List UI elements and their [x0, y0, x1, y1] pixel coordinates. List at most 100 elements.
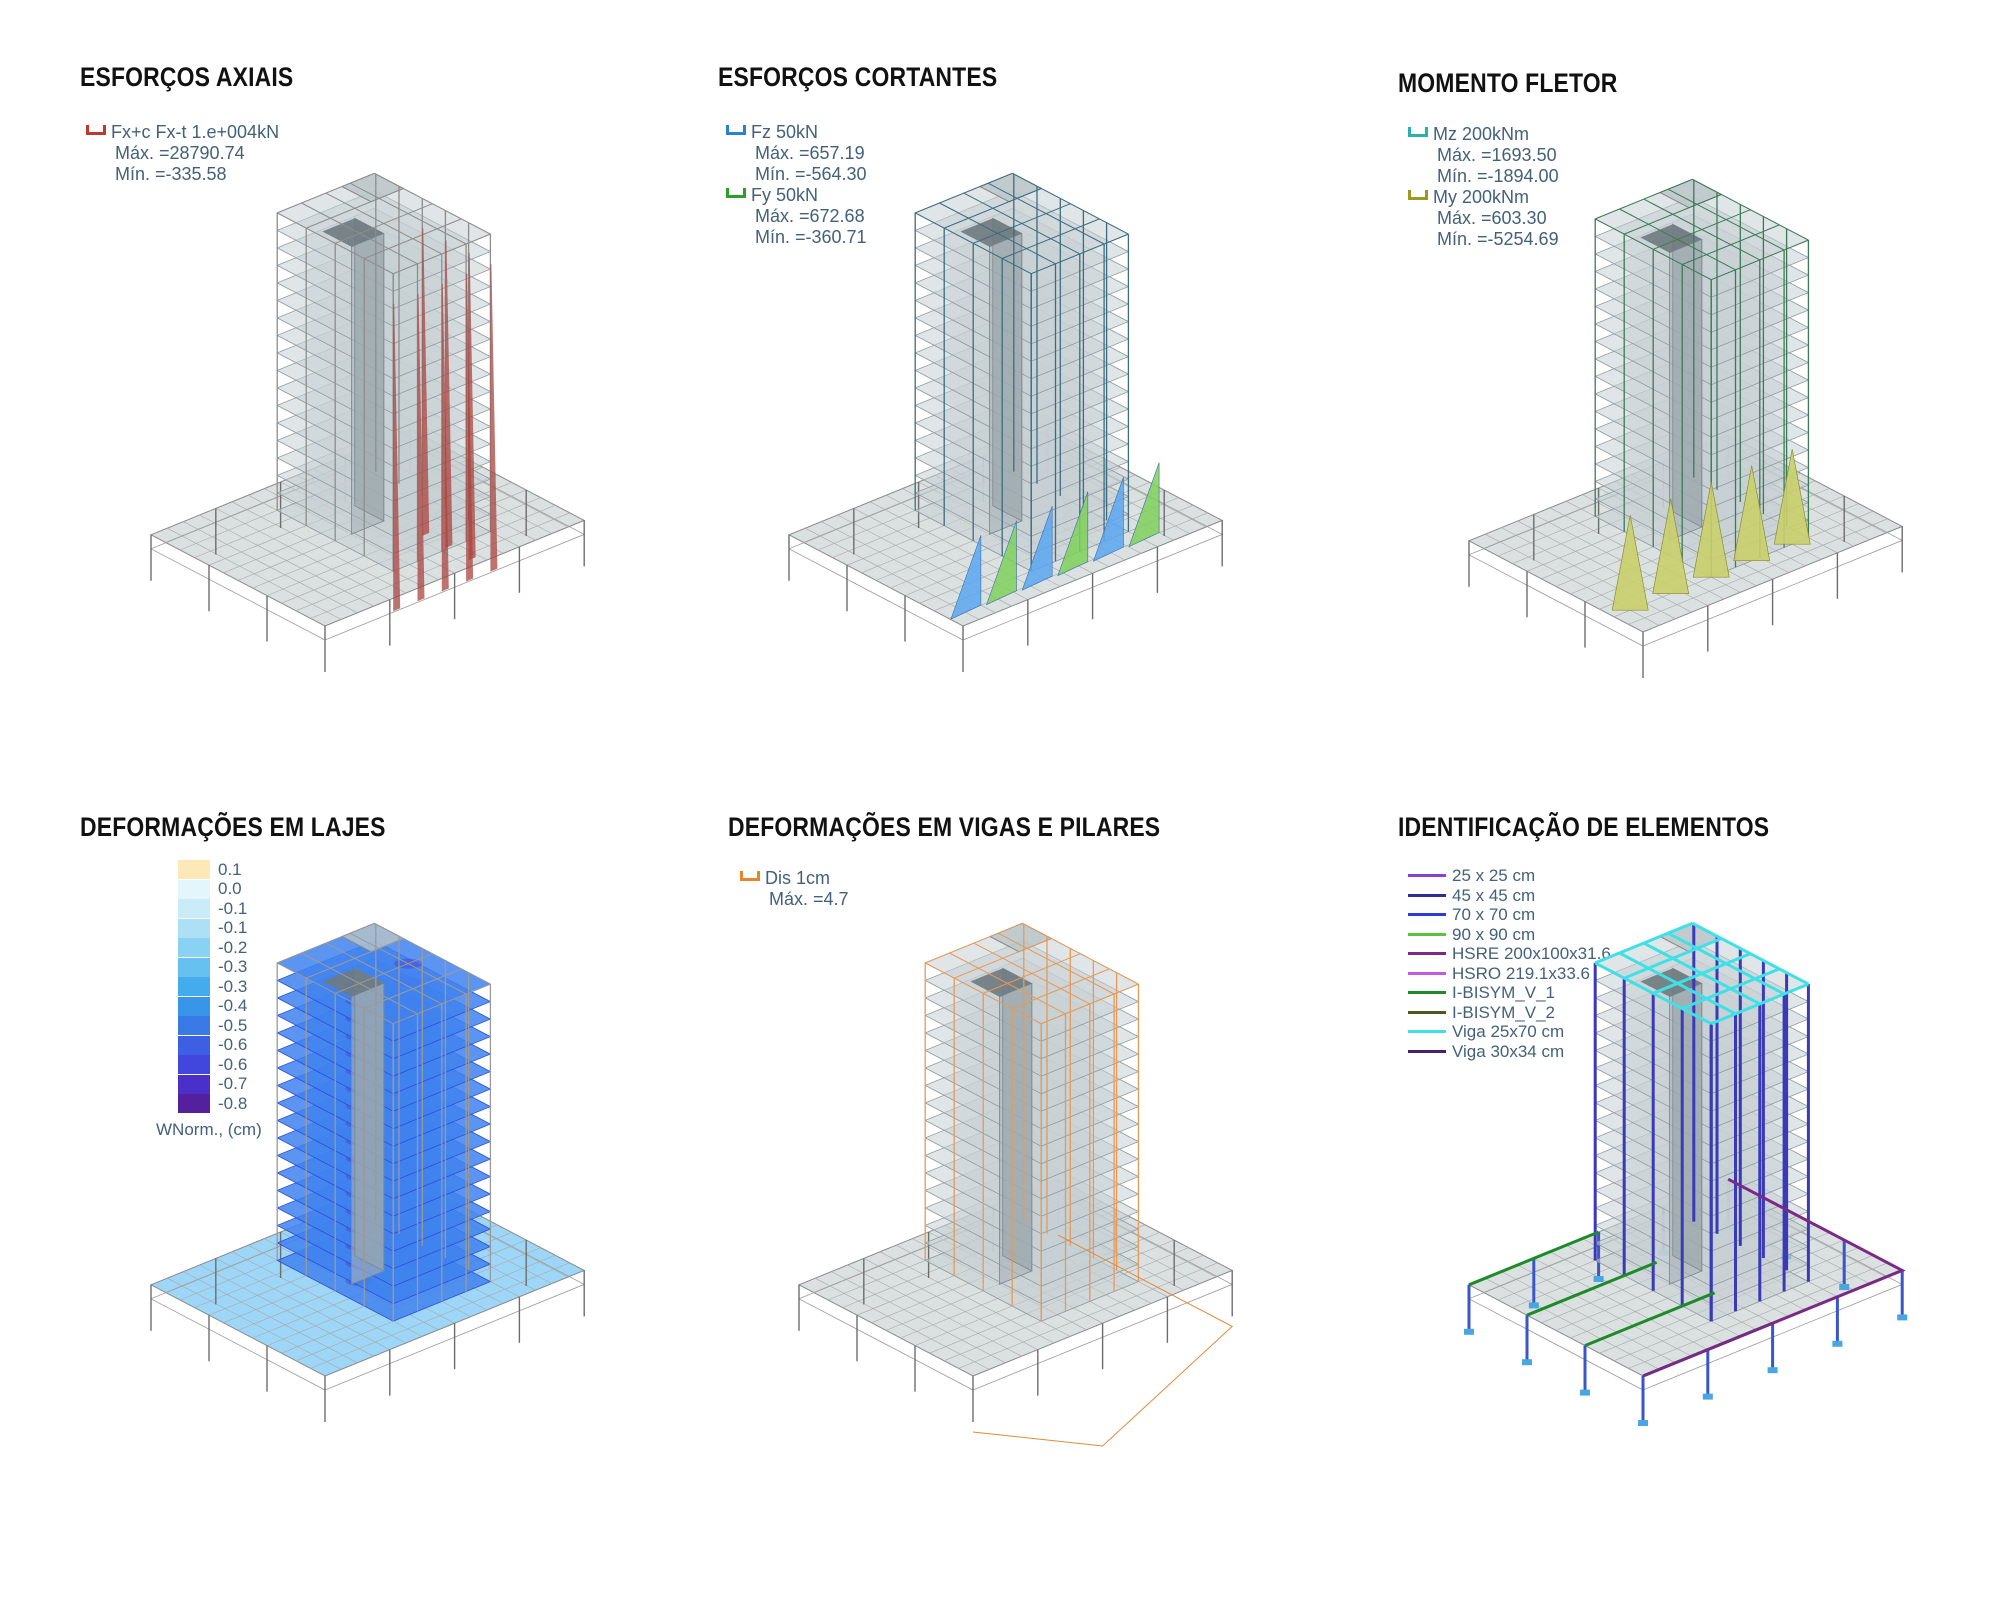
building-model-moment: [1467, 178, 1904, 678]
scale-row: 0.0: [178, 879, 262, 900]
core-wall: [354, 217, 385, 522]
column-footing: [1580, 1389, 1590, 1396]
panel-title: DEFORMAÇÕES EM VIGAS E PILARES: [728, 812, 1161, 842]
roof-beam: [1594, 921, 1693, 965]
scale-swatch: [178, 899, 210, 919]
moment-diagram: [1692, 482, 1730, 578]
scale-value: -0.5: [218, 1015, 248, 1035]
podium-beam: [1526, 1261, 1658, 1317]
scale-row: -0.1: [178, 899, 262, 919]
legend-series: Dis 1cm: [740, 868, 849, 889]
scale-row: -0.1: [178, 918, 262, 939]
scale-row: 0.1: [178, 860, 262, 880]
scale-value: -0.6: [218, 1054, 248, 1074]
legend-label: Dis 1cm: [765, 868, 831, 888]
core-wall: [354, 967, 385, 1272]
element-line-swatch: [1408, 913, 1446, 917]
legend-max: Máx. =657.19: [755, 143, 865, 163]
core-wall: [1672, 223, 1703, 528]
legend-series: Mz 200kNm: [1408, 124, 1559, 145]
scale-swatch: [178, 957, 210, 977]
scale-swatch: [178, 1055, 210, 1075]
scale-row: -0.2: [178, 938, 262, 958]
core-top: [970, 968, 1032, 997]
element-legend: 25 x 25 cm 45 x 45 cm 70 x 70 cm 90 x 90 cm…: [1408, 866, 1611, 1061]
roof-beam: [1682, 224, 1780, 265]
element-legend-item: 25 x 25 cm: [1408, 866, 1611, 886]
series-swatch-icon: [86, 125, 106, 135]
column-footing: [1832, 1340, 1843, 1347]
roof-beam: [925, 922, 1023, 964]
scale-value: -0.3: [218, 957, 248, 977]
element-label: Viga 30x34 cm: [1452, 1041, 1565, 1061]
legend: Mz 200kNm Máx. =1693.50 Mín. =-1894.00 M…: [1408, 124, 1559, 250]
podium-edge-beam: [1642, 1177, 1906, 1378]
moment-diagram: [1773, 449, 1811, 545]
building-model-elements: [1464, 921, 1908, 1426]
scale-value: 0.1: [218, 859, 242, 879]
element-legend-item: HSRE 200x100x31.6: [1408, 944, 1611, 964]
roof-beam: [1012, 968, 1110, 1009]
roof-beam: [1595, 178, 1693, 220]
series-swatch-icon: [726, 125, 746, 135]
column-footing: [1767, 1367, 1778, 1374]
roof-beam: [277, 172, 375, 214]
panel-moment: MOMENTO FLETOR Mz 200kNm Máx. =1693.50 M…: [1398, 68, 2000, 828]
roof-beam: [1594, 218, 1712, 281]
scale-value: -0.1: [218, 918, 248, 938]
legend-min: Mín. =-1894.00: [1437, 166, 1559, 186]
shear-diagram: [1128, 462, 1160, 548]
roof-beam: [1711, 239, 1809, 281]
legend: Fz 50kN Máx. =657.19 Mín. =-564.30 Fy 50…: [726, 122, 867, 248]
scale-value: -0.2: [218, 937, 248, 957]
element-line-swatch: [1408, 971, 1446, 975]
roof-beam: [277, 922, 375, 964]
roof-beam: [335, 203, 433, 244]
legend: Fx+c Fx-t 1.e+004kN Máx. =28790.74 Mín. …: [86, 122, 279, 185]
core-top: [322, 968, 384, 997]
element-legend-item: 90 x 90 cm: [1408, 925, 1611, 945]
roof-beam: [306, 938, 404, 979]
scale-swatch: [178, 1074, 210, 1094]
roof-beam: [1041, 983, 1139, 1025]
axial-diagram: [468, 252, 476, 561]
scale-row: -0.8: [178, 1094, 262, 1114]
element-line-swatch: [1408, 952, 1446, 956]
element-line-swatch: [1408, 893, 1446, 897]
series-swatch-icon: [1408, 190, 1428, 200]
panel-axial: ESFORÇOS AXIAIS Fx+c Fx-t 1.e+004kN Máx.…: [80, 62, 700, 822]
shear-diagram: [950, 535, 982, 620]
roof-beam: [1031, 233, 1129, 275]
scale-swatch: [178, 996, 210, 1016]
scale-value: -0.1: [218, 898, 248, 918]
scale-value: -0.7: [218, 1074, 248, 1094]
column-footing: [1638, 1420, 1648, 1426]
panel-displacement: DEFORMAÇÕES EM VIGAS E PILARES Dis 1cm M…: [728, 812, 1348, 1572]
element-label: HSRE 200x100x31.6: [1452, 944, 1611, 963]
scale-row: -0.3: [178, 977, 262, 997]
panel-title: ESFORÇOS CORTANTES: [718, 62, 998, 92]
panel-title: IDENTIFICAÇÃO DE ELEMENTOS: [1398, 812, 1770, 842]
core-wall: [1002, 967, 1033, 1272]
scale-swatch: [178, 1016, 210, 1036]
color-scale: 0.1 0.0 -0.1 -0.1 -0.2 -0.3 -0.3 -0.4 -0.5 -0.6 -0…: [156, 860, 262, 1140]
roof-beam: [1623, 937, 1722, 980]
shear-diagram: [986, 520, 1017, 606]
shear-diagram: [1092, 477, 1124, 562]
roof-beam: [1653, 209, 1751, 250]
roof-beam: [1652, 952, 1751, 995]
scale-value: -0.8: [218, 1093, 248, 1113]
column-footing: [1528, 1302, 1539, 1309]
building-model-slabs: [149, 922, 586, 1422]
element-legend-item: 70 x 70 cm: [1408, 905, 1611, 925]
column-footing: [1593, 1276, 1604, 1282]
roof-beam: [335, 953, 433, 994]
legend-series: Fy 50kN: [726, 185, 867, 206]
podium-beam: [1584, 1291, 1716, 1347]
moment-diagram: [1652, 498, 1690, 595]
column-footing: [1464, 1328, 1474, 1335]
element-line-swatch: [1408, 1030, 1446, 1034]
roof-beam: [1022, 922, 1139, 985]
roof-beam: [1002, 218, 1100, 259]
roof-beam: [1594, 961, 1712, 1026]
